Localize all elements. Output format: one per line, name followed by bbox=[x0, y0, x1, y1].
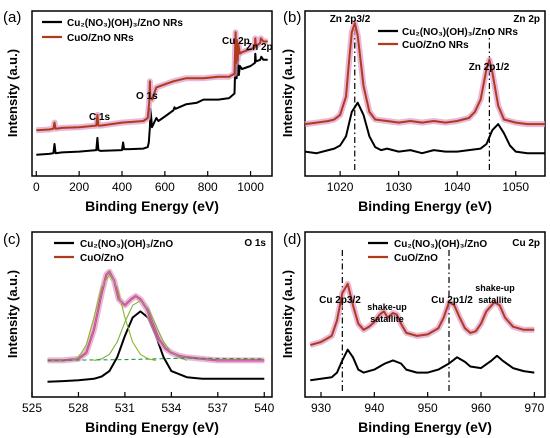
legend-label-black: Cu₂(NO₃)(OH)₃/ZnO NRs bbox=[67, 18, 183, 29]
x-tick-label-2: 531 bbox=[115, 401, 135, 415]
panel-a-xlabel: Binding Energy (eV) bbox=[85, 198, 219, 214]
x-tick-label-3: 600 bbox=[155, 180, 175, 194]
panel-c-legend: Cu₂(NO₃)(OH)₃/ZnO CuO/ZnO bbox=[54, 239, 173, 264]
x-tick-label-3: 1050 bbox=[502, 180, 529, 194]
x-tick-label-4: 537 bbox=[208, 401, 228, 415]
x-tick-label-1: 1030 bbox=[385, 180, 412, 194]
series-line-5 bbox=[47, 357, 265, 361]
legend-label-red: CuO/ZnO bbox=[80, 253, 124, 264]
panel-d-legend: Cu₂(NO₃)(OH)₃/ZnO CuO/ZnO bbox=[368, 239, 487, 264]
series-line-1 bbox=[310, 282, 535, 347]
panel-a-x-ticks: 0 200 400 600 800 1000 bbox=[33, 171, 264, 194]
series-line-2 bbox=[70, 274, 157, 361]
annotation-shakeup2-line2: satallite bbox=[478, 295, 512, 305]
panel-b-ylabel: Intensity (a.u.) bbox=[280, 49, 295, 137]
series-line-0 bbox=[304, 101, 545, 155]
panel-c-label: (c) bbox=[3, 231, 21, 248]
legend-label-black: Cu₂(NO₃)(OH)₃/ZnO bbox=[80, 239, 173, 250]
x-tick-label-2: 400 bbox=[112, 180, 132, 194]
panel-a: (a) 0 200 400 600 800 1000 Binding Energy (eV… bbox=[3, 9, 273, 214]
annotation-zn2p32: Zn 2p3/2 bbox=[330, 14, 371, 25]
panel-c-plot bbox=[47, 268, 265, 383]
x-tick-label-0: 525 bbox=[22, 401, 42, 415]
series-glow-1 bbox=[47, 268, 265, 364]
annotation-o1s: O 1s bbox=[136, 91, 158, 102]
legend-label-black: Cu₂(NO₃)(OH)₃/ZnO bbox=[394, 239, 487, 250]
x-tick-label-1: 940 bbox=[364, 401, 384, 415]
panel-a-frame bbox=[31, 10, 273, 177]
panel-d-x-ticks: 930 940 950 960 970 bbox=[311, 392, 545, 415]
panel-b-legend: Cu₂(NO₃)(OH)₃/ZnO NRs CuO/ZnO NRs bbox=[378, 27, 518, 51]
annotation-zn2p12: Zn 2p1/2 bbox=[469, 62, 510, 73]
series-line-0 bbox=[47, 310, 265, 383]
panel-c-x-ticks: 525 528 531 534 537 540 bbox=[22, 392, 275, 415]
panel-b-x-ticks: 1020 1030 1040 1050 bbox=[327, 171, 529, 194]
panel-c: (c) 525 528 531 534 537 540 Binding Energy (e… bbox=[3, 231, 275, 435]
annotation-shakeup1-line1: shake-up bbox=[367, 302, 407, 312]
x-tick-label-4: 800 bbox=[198, 180, 218, 194]
panel-b-plot bbox=[304, 20, 545, 170]
panel-d-frame bbox=[304, 231, 546, 398]
legend-label-red: CuO/ZnO NRs bbox=[67, 33, 134, 44]
panel-d-ylabel: Intensity (a.u.) bbox=[280, 270, 295, 358]
legend-label-red: CuO/ZnO NRs bbox=[402, 40, 469, 51]
x-tick-label-3: 534 bbox=[161, 401, 181, 415]
panel-c-ylabel: Intensity (a.u.) bbox=[5, 270, 20, 358]
panel-a-plot bbox=[36, 29, 268, 156]
panel-b: (b) 1020 1030 1040 1050 Binding Energy (eV)… bbox=[280, 9, 546, 214]
x-tick-label-5: 1000 bbox=[237, 180, 264, 194]
panel-b-xlabel: Binding Energy (eV) bbox=[358, 198, 492, 214]
panel-b-label: (b) bbox=[283, 9, 301, 26]
panel-a-label: (a) bbox=[3, 9, 21, 26]
panel-c-corner-label: O 1s bbox=[244, 238, 266, 249]
annotation-shakeup2-line1: shake-up bbox=[475, 283, 515, 293]
panel-d-corner-label: Cu 2p bbox=[512, 238, 540, 249]
annotation-shakeup1-line2: satallite bbox=[370, 314, 404, 324]
panel-b-corner-label: Zn 2p bbox=[513, 14, 540, 25]
series-line-4 bbox=[47, 271, 265, 361]
panel-d: (d) 930 940 950 960 970 Binding Energy (eV) … bbox=[280, 231, 546, 435]
legend-label-red: CuO/ZnO bbox=[394, 253, 438, 264]
legend-label-black: Cu₂(NO₃)(OH)₃/ZnO NRs bbox=[402, 27, 518, 38]
x-tick-label-0: 930 bbox=[311, 401, 331, 415]
panel-c-frame bbox=[31, 231, 273, 398]
annotation-cu2p: Cu 2p bbox=[222, 36, 250, 47]
panel-a-legend: Cu₂(NO₃)(OH)₃/ZnO NRs CuO/ZnO NRs bbox=[42, 18, 183, 44]
x-tick-label-2: 1040 bbox=[444, 180, 471, 194]
x-tick-label-2: 950 bbox=[418, 401, 438, 415]
panel-d-label: (d) bbox=[283, 231, 301, 248]
annotation-c1s: C 1s bbox=[89, 112, 111, 123]
panel-a-ylabel: Intensity (a.u.) bbox=[5, 49, 20, 137]
series-line-1 bbox=[304, 22, 545, 126]
x-tick-label-0: 0 bbox=[33, 180, 40, 194]
panel-b-frame bbox=[304, 10, 546, 177]
x-tick-label-0: 1020 bbox=[327, 180, 354, 194]
x-tick-label-1: 200 bbox=[69, 180, 89, 194]
panel-d-plot bbox=[309, 250, 535, 391]
panel-c-xlabel: Binding Energy (eV) bbox=[85, 419, 219, 435]
series-line-1 bbox=[47, 270, 265, 362]
annotation-cu2p12: Cu 2p1/2 bbox=[431, 295, 473, 306]
x-tick-label-1: 528 bbox=[68, 401, 88, 415]
panel-d-xlabel: Binding Energy (eV) bbox=[358, 419, 492, 435]
series-line-0 bbox=[36, 52, 268, 156]
series-line-0 bbox=[310, 348, 535, 382]
x-tick-label-5: 540 bbox=[254, 401, 274, 415]
x-tick-label-4: 970 bbox=[524, 401, 544, 415]
annotation-zn2p: Zn 2p bbox=[246, 42, 273, 53]
series-line-1 bbox=[36, 31, 268, 132]
annotation-cu2p32: Cu 2p3/2 bbox=[319, 295, 361, 306]
x-tick-label-3: 960 bbox=[471, 401, 491, 415]
